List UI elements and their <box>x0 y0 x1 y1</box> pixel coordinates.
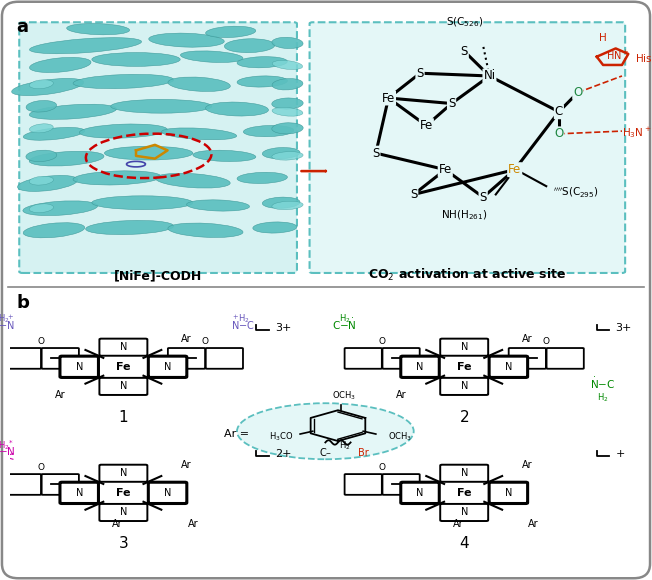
Text: O: O <box>554 128 563 140</box>
FancyArrowPatch shape <box>301 171 326 172</box>
Ellipse shape <box>272 123 303 134</box>
Ellipse shape <box>23 128 85 140</box>
Ellipse shape <box>67 24 130 35</box>
Text: O: O <box>202 337 209 346</box>
Text: N: N <box>120 382 127 392</box>
Ellipse shape <box>73 74 173 89</box>
Text: Ni: Ni <box>483 70 496 82</box>
FancyBboxPatch shape <box>99 465 147 482</box>
FancyBboxPatch shape <box>206 348 243 369</box>
Ellipse shape <box>272 107 303 116</box>
Ellipse shape <box>273 60 303 70</box>
FancyBboxPatch shape <box>148 482 187 503</box>
FancyBboxPatch shape <box>99 339 147 356</box>
Ellipse shape <box>205 102 269 116</box>
Text: S: S <box>417 67 424 79</box>
Ellipse shape <box>272 98 303 109</box>
Text: Ar: Ar <box>452 519 463 529</box>
Text: $\dot{\mathrm{N}}{-}\mathrm{C}$: $\dot{\mathrm{N}}{-}\mathrm{C}$ <box>591 376 615 391</box>
Text: O: O <box>379 463 385 472</box>
Ellipse shape <box>26 100 57 112</box>
Ellipse shape <box>253 222 297 233</box>
Ellipse shape <box>149 33 224 47</box>
Text: Fe: Fe <box>420 119 433 132</box>
Ellipse shape <box>29 80 53 89</box>
Ellipse shape <box>186 200 250 211</box>
Text: $\overset{+}{\mathrm{N}}{-}\mathrm{C}$: $\overset{+}{\mathrm{N}}{-}\mathrm{C}$ <box>231 314 255 332</box>
FancyBboxPatch shape <box>440 339 488 356</box>
Text: OCH$_3$: OCH$_3$ <box>389 430 413 443</box>
Text: H$_3$CO: H$_3$CO <box>269 430 294 443</box>
Text: $\mathrm{C{-}\dot{N}}$: $\mathrm{C{-}\dot{N}}$ <box>332 317 357 332</box>
Text: O: O <box>38 463 45 472</box>
Text: N: N <box>417 488 424 498</box>
Ellipse shape <box>155 173 230 188</box>
Ellipse shape <box>262 197 300 208</box>
FancyBboxPatch shape <box>310 22 625 273</box>
Ellipse shape <box>168 223 243 237</box>
Text: Ar: Ar <box>522 334 533 344</box>
Text: $\mathrm{H_2}$: $\mathrm{H_2}$ <box>237 313 249 325</box>
Text: N: N <box>164 488 171 498</box>
Text: S: S <box>410 188 417 201</box>
FancyBboxPatch shape <box>401 482 439 503</box>
FancyBboxPatch shape <box>42 474 79 495</box>
Text: $\mathrm{H_2}$: $\mathrm{H_2}$ <box>597 392 609 404</box>
Ellipse shape <box>85 220 173 234</box>
FancyBboxPatch shape <box>546 348 584 369</box>
FancyBboxPatch shape <box>401 356 439 378</box>
Ellipse shape <box>205 26 256 38</box>
FancyBboxPatch shape <box>4 474 41 495</box>
Ellipse shape <box>237 57 288 68</box>
Ellipse shape <box>29 104 117 119</box>
Ellipse shape <box>162 128 237 140</box>
Text: N: N <box>120 508 127 517</box>
Text: His$_{93}$: His$_{93}$ <box>634 53 652 66</box>
FancyBboxPatch shape <box>60 356 98 378</box>
Text: H$_3$N$^+$–Lys$_{563}$: H$_3$N$^+$–Lys$_{563}$ <box>622 126 652 142</box>
FancyBboxPatch shape <box>99 504 147 521</box>
Text: Ar: Ar <box>522 460 533 470</box>
Text: a: a <box>16 18 28 36</box>
Text: Fe: Fe <box>382 92 395 104</box>
Text: b: b <box>16 294 29 312</box>
Ellipse shape <box>92 196 193 209</box>
Text: [NiFe]-CODH: [NiFe]-CODH <box>114 270 202 282</box>
Ellipse shape <box>23 223 85 238</box>
Ellipse shape <box>29 151 104 166</box>
Ellipse shape <box>18 175 78 191</box>
Ellipse shape <box>181 51 243 63</box>
Text: NH(H$_{261}$): NH(H$_{261}$) <box>441 208 488 222</box>
Text: Ar =: Ar = <box>224 429 250 439</box>
Text: N: N <box>460 468 468 478</box>
Text: H: H <box>599 33 607 43</box>
Text: 4: 4 <box>460 536 469 551</box>
Ellipse shape <box>272 78 303 90</box>
FancyBboxPatch shape <box>489 482 527 503</box>
Ellipse shape <box>104 146 193 160</box>
Ellipse shape <box>73 171 161 185</box>
FancyBboxPatch shape <box>489 356 527 378</box>
Text: S: S <box>372 147 379 160</box>
Text: 1: 1 <box>119 409 128 425</box>
Text: Br: Br <box>358 448 368 458</box>
Text: N: N <box>120 342 127 352</box>
Text: Ar: Ar <box>396 390 406 400</box>
FancyBboxPatch shape <box>440 465 488 482</box>
Ellipse shape <box>243 125 293 137</box>
Text: N: N <box>417 362 424 372</box>
Ellipse shape <box>29 57 91 72</box>
Ellipse shape <box>224 39 274 53</box>
Text: $\mathrm{H_2}$: $\mathrm{H_2}$ <box>0 439 9 452</box>
Text: N: N <box>76 488 83 498</box>
Text: Ar: Ar <box>181 460 192 470</box>
Text: O: O <box>542 337 550 346</box>
Ellipse shape <box>262 147 300 159</box>
Text: 2: 2 <box>460 409 469 425</box>
FancyBboxPatch shape <box>345 348 382 369</box>
Text: N: N <box>164 362 171 372</box>
Text: Fe: Fe <box>457 488 471 498</box>
Text: N: N <box>505 362 512 372</box>
Ellipse shape <box>111 99 212 113</box>
